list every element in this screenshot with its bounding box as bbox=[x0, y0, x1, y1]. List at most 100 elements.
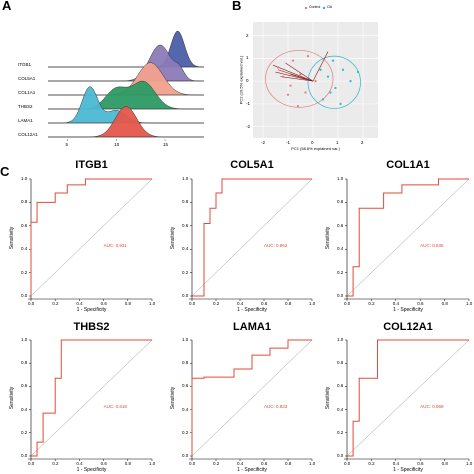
roc-ytick-label-lama1: 0.0 bbox=[182, 453, 189, 458]
roc-xtick-label-thbs2: 0.8 bbox=[124, 461, 132, 466]
pca-point-oa bbox=[329, 91, 332, 94]
roc-ytick-label-thbs2: 0.6 bbox=[21, 383, 28, 389]
roc-curve-col12a1 bbox=[347, 339, 469, 457]
roc-ytick-label-itgb1: 1.0 bbox=[21, 176, 28, 181]
roc-auc-label-lama1: AUC: 0.833 bbox=[264, 403, 288, 409]
pca-y-axis-title: PC2 (19.5% explained var.) bbox=[238, 55, 244, 105]
roc-ytick-label-col1a1: 1.0 bbox=[337, 176, 344, 181]
pca-point-oa bbox=[349, 80, 352, 83]
pca-xtick-label: 1 bbox=[336, 140, 339, 145]
roc-xtick-label-itgb1: 0.4 bbox=[76, 301, 83, 306]
roc-ytick-label-col5a1: 0.0 bbox=[182, 293, 189, 298]
ridge-xtick-label-15: 15 bbox=[163, 142, 169, 147]
pca-ytick-label: 1 bbox=[246, 55, 249, 61]
roc-y-axis-title-col12a1: Sensitivity bbox=[325, 386, 331, 410]
roc-curve-thbs2 bbox=[31, 339, 152, 457]
roc-y-axis-title-col5a1: Sensitivity bbox=[170, 226, 176, 249]
pca-ellipse-control bbox=[265, 50, 334, 108]
roc-title-col5a1: COL5A1 bbox=[230, 159, 274, 171]
roc-title-col12a1: COL12A1 bbox=[383, 321, 433, 333]
roc-ytick-label-col5a1: 0.8 bbox=[182, 199, 189, 205]
roc-y-axis-title-lama1: Sensitivity bbox=[170, 386, 176, 410]
panel-label-b: B bbox=[232, 0, 242, 13]
pca-point-oa bbox=[319, 68, 322, 71]
pca-ytick-label: 0 bbox=[246, 78, 249, 84]
pca-loading-arrow bbox=[290, 74, 314, 82]
roc-xtick-label-lama1: 0.0 bbox=[189, 461, 196, 466]
roc-xtick-label-itgb1: 0.2 bbox=[52, 301, 59, 306]
roc-auc-label-col12a1: AUC: 0.868 bbox=[420, 403, 444, 409]
roc-x-axis-title-lama1: 1 - Specificity bbox=[237, 467, 267, 473]
roc-xtick-label-col5a1: 0.2 bbox=[213, 301, 220, 306]
pca-legend-oa: OA bbox=[327, 5, 333, 9]
ridge-xtick-label-5: 5 bbox=[65, 142, 69, 147]
roc-diagonal-col5a1 bbox=[191, 178, 313, 297]
pca-loading-arrow bbox=[280, 76, 314, 82]
pca-point-oa bbox=[339, 102, 342, 105]
roc-x-axis-title-thbs2: 1 - Specificity bbox=[76, 467, 107, 473]
roc-ytick-label-col1a1: 0.6 bbox=[337, 222, 344, 228]
roc-xtick-label-lama1: 0.2 bbox=[213, 461, 220, 466]
pca-ytick-label: -2 bbox=[246, 123, 251, 129]
roc-title-itgb1: ITGB1 bbox=[75, 159, 108, 171]
roc-auc-label-col1a1: AUC: 0.835 bbox=[420, 243, 444, 249]
roc-xtick-label-col12a1: 1.0 bbox=[466, 461, 473, 466]
ridge-label-col1a1: COL1A1 bbox=[18, 90, 36, 95]
pca-point-control bbox=[299, 73, 302, 76]
roc-xtick-label-col5a1: 1.0 bbox=[309, 301, 316, 306]
pca-point-control bbox=[276, 66, 280, 69]
roc-ytick-label-thbs2: 0.8 bbox=[21, 360, 28, 366]
pca-point-control bbox=[281, 75, 285, 78]
roc-xtick-label-col12a1: 0.0 bbox=[344, 461, 351, 466]
roc-curve-col5a1 bbox=[192, 178, 312, 297]
roc-ytick-label-col5a1: 1.0 bbox=[182, 176, 189, 181]
roc-ytick-label-col5a1: 0.4 bbox=[182, 246, 189, 252]
pca-xtick-label: 0 bbox=[311, 140, 314, 145]
pca-legend-dot-oa bbox=[322, 6, 326, 10]
roc-diagonal-lama1 bbox=[191, 339, 313, 457]
pca-loading-arrow bbox=[312, 51, 329, 82]
roc-xtick-label-thbs2: 0.2 bbox=[52, 461, 59, 466]
roc-xtick-label-col5a1: 0.6 bbox=[261, 301, 268, 306]
roc-y-axis-title-itgb1: Sensitivity bbox=[9, 226, 15, 249]
roc-ytick-label-col12a1: 0.4 bbox=[337, 406, 344, 412]
roc-x-axis-title-col12a1: 1 - Specificity bbox=[393, 467, 423, 473]
roc-xtick-label-col1a1: 0.4 bbox=[392, 301, 400, 306]
pca-point-control bbox=[286, 93, 290, 96]
pca-point-oa bbox=[356, 70, 360, 74]
roc-xtick-label-col5a1: 0.4 bbox=[237, 301, 244, 306]
pca-legend-dot-control bbox=[304, 6, 308, 10]
roc-ytick-label-col12a1: 0.6 bbox=[337, 383, 344, 389]
roc-x-axis-title-itgb1: 1 - Specificity bbox=[76, 307, 107, 313]
roc-ytick-label-col1a1: 0.8 bbox=[337, 199, 344, 205]
roc-x-axis-title-col1a1: 1 - Specificity bbox=[393, 307, 423, 313]
pca-point-oa bbox=[341, 68, 345, 71]
pca-ytick-label: 2 bbox=[246, 32, 249, 38]
roc-xtick-label-lama1: 0.4 bbox=[237, 461, 244, 466]
roc-ytick-label-lama1: 0.8 bbox=[182, 360, 189, 366]
roc-xtick-label-col12a1: 0.6 bbox=[417, 461, 424, 466]
roc-xtick-label-itgb1: 0.6 bbox=[100, 301, 107, 306]
roc-title-thbs2: THBS2 bbox=[73, 321, 110, 333]
panel-label-a: A bbox=[2, 0, 12, 13]
pca-point-control bbox=[296, 105, 300, 108]
roc-xtick-label-col1a1: 0.0 bbox=[344, 301, 351, 306]
ridge-label-col12a1: COL12A1 bbox=[18, 132, 38, 137]
roc-xtick-label-col12a1: 0.4 bbox=[392, 461, 400, 466]
pca-point-control bbox=[291, 59, 295, 62]
roc-diagonal-thbs2 bbox=[30, 339, 153, 457]
roc-xtick-label-col12a1: 0.8 bbox=[441, 461, 448, 466]
roc-ytick-label-col12a1: 0.0 bbox=[337, 453, 344, 458]
roc-ytick-label-col12a1: 0.2 bbox=[337, 429, 344, 435]
roc-auc-label-itgb1: AUC: 0.931 bbox=[103, 243, 127, 249]
roc-ytick-label-itgb1: 0.8 bbox=[21, 199, 28, 205]
roc-xtick-label-thbs2: 0.4 bbox=[76, 461, 83, 466]
roc-auc-label-col5a1: AUC: 0.862 bbox=[264, 243, 288, 249]
roc-ytick-label-lama1: 0.6 bbox=[182, 383, 189, 389]
roc-x-axis-title-col5a1: 1 - Specificity bbox=[237, 307, 267, 313]
pca-loading-arrow bbox=[275, 71, 314, 82]
roc-ytick-label-col1a1: 0.0 bbox=[337, 293, 344, 298]
pca-xtick-label: 2 bbox=[361, 140, 364, 145]
roc-ytick-label-col5a1: 0.6 bbox=[182, 222, 189, 228]
roc-ytick-label-col12a1: 1.0 bbox=[337, 337, 344, 342]
